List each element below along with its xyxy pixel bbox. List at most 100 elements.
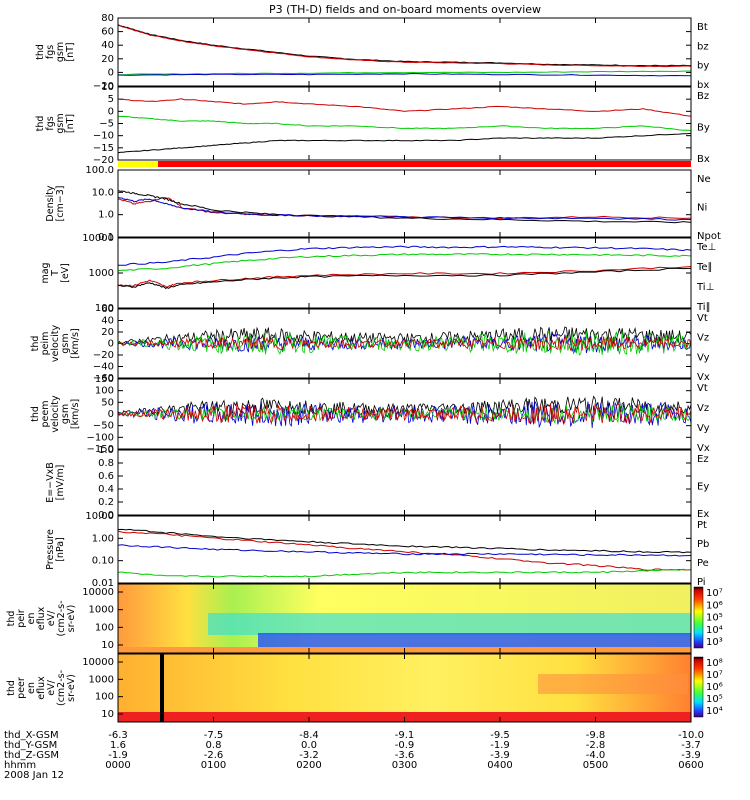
series-Vz — [117, 402, 692, 426]
legend-Ey: Ey — [697, 482, 709, 493]
footer-value: -2.6 — [204, 750, 224, 761]
ytick-label: −15 — [93, 143, 114, 154]
ytick-label: −20 — [93, 350, 114, 361]
ytick-label: 10 — [101, 709, 114, 720]
ytick-label: 0.6 — [98, 471, 114, 482]
series-Ti⊥ — [118, 245, 692, 266]
ylabel-line: [nPa] — [55, 537, 66, 562]
ytick-label: 40 — [101, 316, 114, 327]
ytick-label: 80 — [101, 13, 114, 24]
footer-value: -7.5 — [204, 730, 224, 741]
ylabel-line: [nT] — [65, 42, 76, 61]
legend-Pi: Pi — [697, 577, 706, 588]
footer-value: 0500 — [583, 760, 608, 771]
ytick-label: −60 — [93, 373, 114, 384]
spectrogram-band-blue — [258, 633, 691, 647]
footer-value: -1.9 — [108, 750, 128, 761]
ylabel-line: eflux — [36, 606, 47, 630]
footer-value: -3.6 — [395, 750, 415, 761]
colorbar-label: 10⁷ — [706, 670, 723, 681]
legend-Te∥: Te∥ — [696, 262, 713, 273]
footer-value: -4.0 — [586, 750, 606, 761]
series-Vt — [117, 326, 692, 345]
legend-Te⊥: Te⊥ — [696, 242, 716, 253]
ytick-label: 100 — [95, 386, 114, 397]
ylabel-line: Pressure — [45, 529, 56, 570]
ylabel-line: gsm — [60, 333, 71, 353]
mode-bar-slow — [118, 161, 158, 167]
legend-Vy: Vy — [697, 352, 710, 363]
ytick-label: 1.0 — [98, 210, 114, 221]
ytick-label: 1000 — [89, 605, 114, 616]
ytick-label: 1000 — [89, 674, 114, 685]
legend-bx: bx — [697, 80, 709, 91]
ytick-label: 10000 — [82, 233, 114, 244]
legend-Ex: Ex — [697, 509, 709, 520]
series-Npot — [117, 196, 692, 221]
ytick-label: 60 — [101, 27, 114, 38]
ytick-label: −10 — [93, 131, 114, 142]
footer-value: -1.9 — [490, 740, 510, 751]
footer-value: 1.6 — [110, 740, 126, 751]
spectrogram-band-orange — [538, 674, 688, 694]
colorbar-label: 10⁶ — [706, 682, 723, 693]
panel-density: 100.0 10.0 1.0 0.1 Density [cm−3] Ne Ni Npot — [45, 165, 721, 243]
ylabel-line: eflux — [36, 676, 47, 700]
series-Ti∥ — [117, 253, 692, 272]
footer-value: -3.2 — [299, 750, 319, 761]
ytick-label: 10000 — [82, 657, 114, 668]
ylabel-line: peir — [16, 609, 27, 628]
ytick-label: 1.00 — [92, 533, 114, 544]
legend-Npot: Npot — [697, 231, 721, 242]
colorbar-peir_spec — [693, 586, 704, 649]
ytick-label: 100.0 — [85, 165, 114, 176]
series-Bz — [117, 98, 692, 117]
panel-frame — [117, 169, 692, 238]
colorbar-label: 10⁸ — [706, 658, 723, 669]
ytick-label: 5 — [108, 94, 114, 105]
ytick-label: 0 — [108, 339, 114, 350]
legend-Vx: Vx — [697, 372, 710, 383]
legend-Pe: Pe — [697, 558, 709, 569]
ytick-label: 0 — [108, 409, 114, 420]
ytick-label: −40 — [93, 362, 114, 373]
ylabel-line: [km/s] — [70, 328, 81, 358]
ylabel-line: peer — [16, 677, 27, 699]
footer-value: -3.9 — [681, 750, 701, 761]
series-Vx — [117, 400, 692, 429]
ytick-label: 0.4 — [98, 484, 114, 495]
panel-frame — [117, 86, 692, 161]
ytick-label: 10 — [101, 82, 114, 93]
series-Vy — [117, 404, 692, 425]
ylabel-line: T — [50, 270, 61, 277]
series-Bx — [117, 132, 692, 154]
ylabel-line: velocity — [50, 325, 61, 363]
footer-value: 0.8 — [206, 740, 222, 751]
footer-value: -8.4 — [299, 730, 319, 741]
legend-Vt: Vt — [697, 383, 708, 394]
ytick-label: 0.8 — [98, 458, 114, 469]
legend-Vt: Vt — [697, 313, 708, 324]
colorbar-label: 10⁵ — [706, 694, 723, 705]
ytick-label: −100 — [87, 432, 114, 443]
ylabel-line: gsm — [55, 113, 66, 133]
ylabel-line: fgs — [45, 116, 56, 130]
ylabel-line: thd — [6, 680, 17, 696]
legend-Ti∥: Ti∥ — [696, 302, 711, 313]
ylabel-line: thd — [6, 611, 17, 627]
ylabel-line: (cm2-s- — [56, 670, 67, 706]
ylabel-line: eV/ — [46, 610, 57, 626]
series-Pe — [117, 568, 692, 578]
footer-value: -6.3 — [108, 730, 128, 741]
ylabel-line: E=−VxB — [45, 462, 56, 503]
legend-Vz: Vz — [697, 333, 709, 344]
panel-efield: 1.0 0.8 0.6 0.4 0.2 0.0 E=−VxB [mV/m] Ez Ey Ex — [45, 445, 709, 521]
footer-label: thd_X-GSM — [4, 730, 59, 741]
panel-frame — [117, 515, 692, 584]
ytick-label: 0.01 — [92, 578, 114, 589]
colorbar-label: 10⁷ — [706, 588, 723, 599]
ylabel-line: en — [26, 613, 37, 625]
